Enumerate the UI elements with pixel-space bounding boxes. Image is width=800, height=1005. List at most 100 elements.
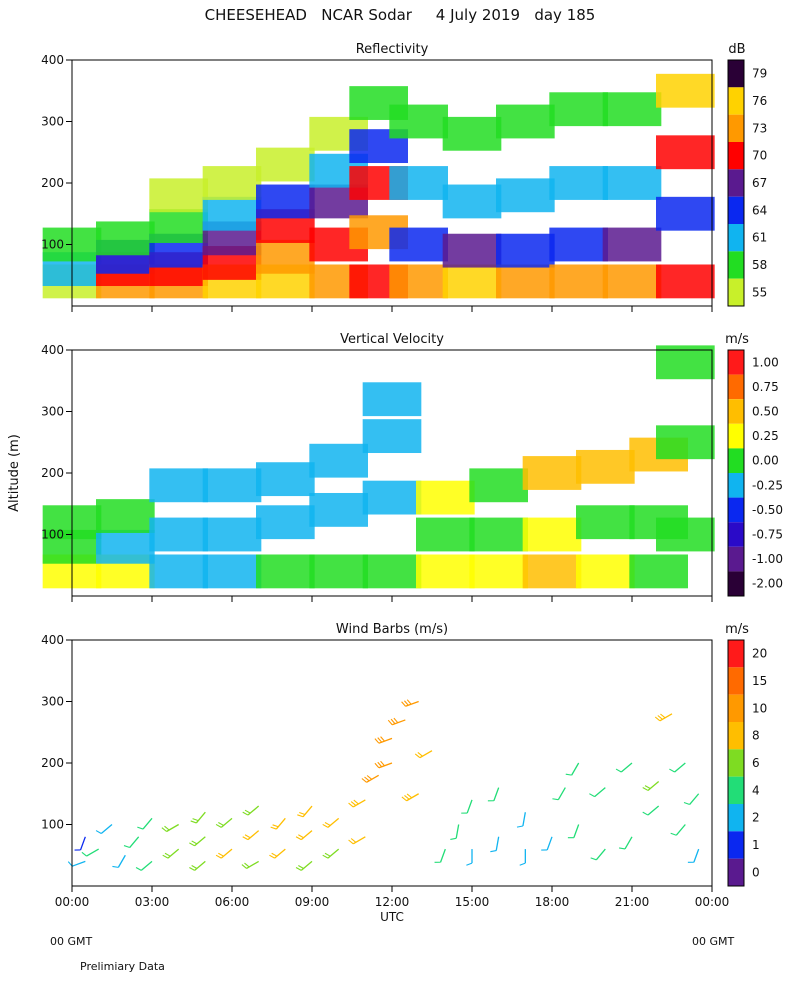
wind-barb — [517, 812, 525, 827]
wind-barb — [296, 861, 312, 870]
wind-barb — [216, 818, 232, 827]
colorbar-tick-label: 20 — [752, 647, 767, 661]
x-tick-label: 03:00 — [135, 895, 170, 909]
wind-barb — [297, 806, 312, 817]
heatmap-cell — [363, 419, 422, 453]
heatmap-cell — [603, 92, 662, 126]
heatmap-cell — [656, 197, 715, 231]
y-tick-label: 200 — [41, 466, 64, 480]
colorbar-tick-label: 64 — [752, 203, 767, 217]
heatmap-cell — [256, 148, 315, 182]
heatmap-cell — [363, 481, 422, 515]
colorbar-swatch — [728, 498, 744, 523]
heatmap-cell — [96, 221, 155, 255]
y-tick-label: 400 — [41, 53, 64, 67]
heatmap-cell — [549, 228, 608, 262]
heatmap-cell — [656, 425, 715, 459]
colorbar-swatch — [728, 424, 744, 449]
colorbar-swatch — [728, 224, 744, 251]
colorbar-tick-label: -0.25 — [752, 478, 783, 492]
colorbar-tick-label: -2.00 — [752, 577, 783, 591]
wind-barb — [669, 763, 685, 772]
vertical-velocity-panel: Vertical Velocity m/s 1.000.750.500.250.… — [41, 332, 783, 602]
wind-barb — [655, 714, 672, 721]
heatmap-cell — [469, 468, 528, 502]
y-axis-label: Altitude (m) — [7, 434, 22, 512]
wind-barb — [75, 837, 86, 850]
wind-barb — [243, 806, 259, 815]
heatmap-cell — [203, 197, 262, 231]
wind-barb — [68, 861, 85, 866]
heatmap-cell — [149, 518, 208, 552]
wind-barb — [402, 700, 419, 707]
wind-barb — [450, 825, 458, 840]
colorbar-tick-label: -1.00 — [752, 552, 783, 566]
vertical-velocity-field — [43, 345, 715, 588]
heatmap-cell — [629, 554, 688, 588]
heatmap-cell — [523, 554, 582, 588]
colorbar-tick-label: 6 — [752, 756, 760, 770]
colorbar-tick-label: 0.50 — [752, 405, 779, 419]
x-tick-label: 00:00 — [55, 895, 90, 909]
colorbar-swatch — [728, 667, 744, 694]
heatmap-cell — [96, 530, 155, 564]
colorbar-swatch — [728, 279, 744, 306]
wind-barb — [189, 861, 205, 870]
heatmap-cell — [149, 554, 208, 588]
y-tick-label: 300 — [41, 695, 64, 709]
y-tick-label: 100 — [41, 818, 64, 832]
colorbar-swatch — [728, 350, 744, 375]
colorbar-tick-label: 58 — [752, 258, 767, 272]
wind-barb — [82, 849, 99, 856]
colorbar-swatch — [728, 60, 744, 87]
y-tick-label: 100 — [41, 528, 64, 542]
heatmap-cell — [603, 228, 662, 262]
heatmap-cell — [549, 166, 608, 200]
wind-barbs-title: Wind Barbs (m/s) — [336, 622, 448, 637]
y-tick-label: 300 — [41, 405, 64, 419]
wind-barb — [375, 761, 392, 768]
heatmap-cell — [203, 518, 262, 552]
vertical-velocity-colorbar-unit: m/s — [725, 332, 749, 347]
colorbar-tick-label: 61 — [752, 231, 767, 245]
x-tick-label: 18:00 — [535, 895, 570, 909]
heatmap-cell — [443, 264, 502, 298]
wind-barb — [323, 818, 339, 827]
wind-barb — [589, 788, 605, 797]
wind-barb — [435, 849, 446, 862]
heatmap-cell — [496, 264, 555, 298]
heatmap-cell — [96, 499, 155, 533]
heatmap-cell — [469, 518, 528, 552]
wind-barb — [552, 788, 565, 800]
y-tick-label: 100 — [41, 238, 64, 252]
colorbar-swatch — [728, 640, 744, 667]
wind-barb — [269, 849, 285, 858]
wind-barb — [162, 825, 179, 832]
wind-barb — [591, 849, 606, 860]
heatmap-cell — [389, 228, 448, 262]
wind-barb — [461, 800, 472, 813]
heatmap-cell — [416, 554, 475, 588]
heatmap-cell — [656, 518, 715, 552]
heatmap-cell — [496, 105, 555, 139]
heatmap-cell — [656, 74, 715, 108]
footer-left-gmt: 00 GMT — [50, 935, 93, 948]
heatmap-cell — [149, 468, 208, 502]
colorbar-tick-label: 76 — [752, 94, 767, 108]
y-tick-label: 400 — [41, 343, 64, 357]
wind-barb — [415, 751, 432, 758]
heatmap-cell — [443, 185, 502, 219]
wind-barb — [323, 849, 339, 858]
reflectivity-colorbar-unit: dB — [728, 42, 745, 57]
heatmap-cell — [443, 234, 502, 268]
wind-barb — [137, 818, 152, 829]
heatmap-cell — [549, 264, 608, 298]
wind-barb — [671, 825, 686, 836]
figure-title: CHEESEHEAD NCAR Sodar 4 July 2019 day 18… — [205, 6, 596, 24]
colorbar-swatch — [728, 749, 744, 776]
wind-barb — [271, 818, 286, 829]
heatmap-cell — [523, 518, 582, 552]
